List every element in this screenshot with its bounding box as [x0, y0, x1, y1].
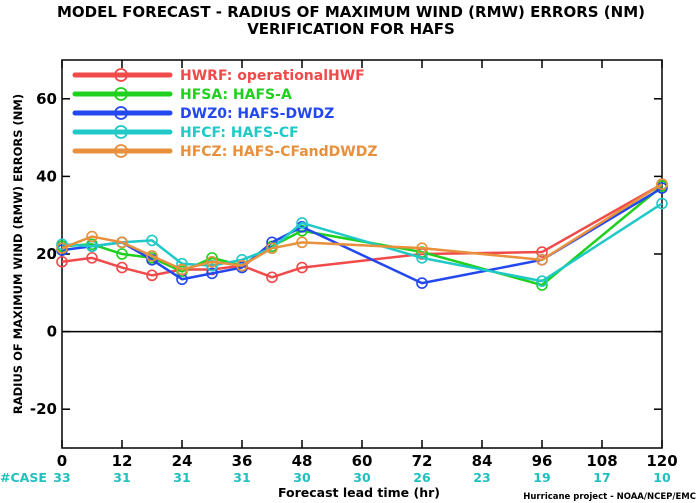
data-point: [116, 261, 128, 274]
y-tick-label: 20: [36, 245, 57, 263]
data-point: [206, 267, 218, 280]
data-point: [536, 254, 548, 266]
case-count: 23: [473, 470, 490, 485]
case-count: 31: [233, 470, 250, 485]
credit-text: Hurricane project - NOAA/NCEP/EMC: [523, 492, 696, 502]
x-tick-label: 120: [646, 452, 677, 470]
x-tick-label: 36: [232, 452, 253, 470]
chart-title: MODEL FORECAST - RADIUS OF MAXIMUM WIND …: [57, 3, 645, 21]
series-line: [61, 183, 663, 271]
x-tick-label: 108: [586, 452, 617, 470]
data-point: [86, 252, 98, 264]
x-tick-label: 24: [172, 452, 193, 470]
y-tick-label: 40: [36, 167, 57, 185]
legend-label: HFCZ: HAFS-CFandDWDZ: [180, 144, 377, 160]
data-point: [416, 242, 428, 254]
legend: HWRF: operationalHWF HFSA: HAFS-A DWZ0: HA…: [72, 68, 377, 160]
data-point: [416, 277, 428, 289]
legend-label: HFSA: HAFS-A: [180, 87, 292, 103]
legend-label: HWRF: operationalHWF: [180, 68, 365, 84]
chart-subtitle: VERIFICATION FOR HAFS: [247, 20, 455, 38]
y-tick-label: 0: [47, 323, 57, 341]
case-count: 30: [353, 470, 371, 485]
x-tick-label: 96: [532, 452, 553, 470]
data-point: [146, 269, 158, 282]
y-tick-label: -20: [30, 400, 57, 418]
data-point: [296, 261, 308, 274]
data-point: [236, 259, 248, 272]
y-axis: -20 0 20 40 60: [30, 90, 662, 418]
data-point: [266, 242, 278, 254]
data-point: [656, 197, 668, 210]
x-tick-label: 72: [412, 452, 433, 470]
data-point: [206, 255, 218, 268]
x-axis: 0 12 24 36 48 60 72 84 96 108 120: [57, 60, 678, 470]
x-tick-label: 60: [352, 452, 373, 470]
y-tick-label: 60: [36, 90, 57, 108]
data-point: [86, 230, 98, 243]
data-point: [146, 250, 158, 262]
data-point: [296, 217, 308, 229]
x-tick-label: 48: [292, 452, 313, 470]
case-count: 26: [413, 470, 431, 485]
case-counts: 33 31 31 31 30 30 26 23 19 17 10: [53, 470, 671, 485]
data-point: [56, 238, 68, 251]
legend-marker: [114, 68, 128, 82]
case-count: 19: [533, 470, 550, 485]
legend-marker: [114, 87, 128, 101]
data-point: [656, 178, 668, 190]
x-tick-label: 12: [112, 452, 133, 470]
case-count: 17: [593, 470, 610, 485]
legend-marker: [114, 106, 128, 120]
case-count: 33: [53, 470, 70, 485]
data-point: [536, 275, 548, 287]
x-axis-label: Forecast lead time (hr): [278, 485, 440, 500]
legend-label: DWZ0: HAFS-DWDZ: [180, 106, 334, 122]
case-count: 10: [653, 470, 671, 485]
x-tick-label: 84: [472, 452, 493, 470]
data-point: [536, 246, 548, 258]
data-point: [176, 263, 188, 276]
data-point: [116, 236, 128, 249]
data-point: [56, 255, 68, 268]
data-point: [56, 242, 68, 254]
data-point: [296, 236, 308, 249]
legend-marker: [114, 144, 128, 158]
case-label: #CASE: [0, 470, 47, 485]
data-point: [266, 271, 278, 284]
y-axis-label: RADIUS OF MAXIMUM WIND (RMW) ERRORS (NM): [11, 94, 25, 414]
case-count: 31: [173, 470, 190, 485]
x-tick-label: 0: [57, 452, 67, 470]
legend-marker: [114, 125, 128, 139]
legend-label: HFCF: HAFS-CF: [180, 125, 299, 141]
data-point: [116, 248, 128, 260]
case-count: 31: [113, 470, 130, 485]
data-point: [146, 234, 158, 247]
case-count: 30: [293, 470, 311, 485]
series-layer: [56, 178, 668, 291]
